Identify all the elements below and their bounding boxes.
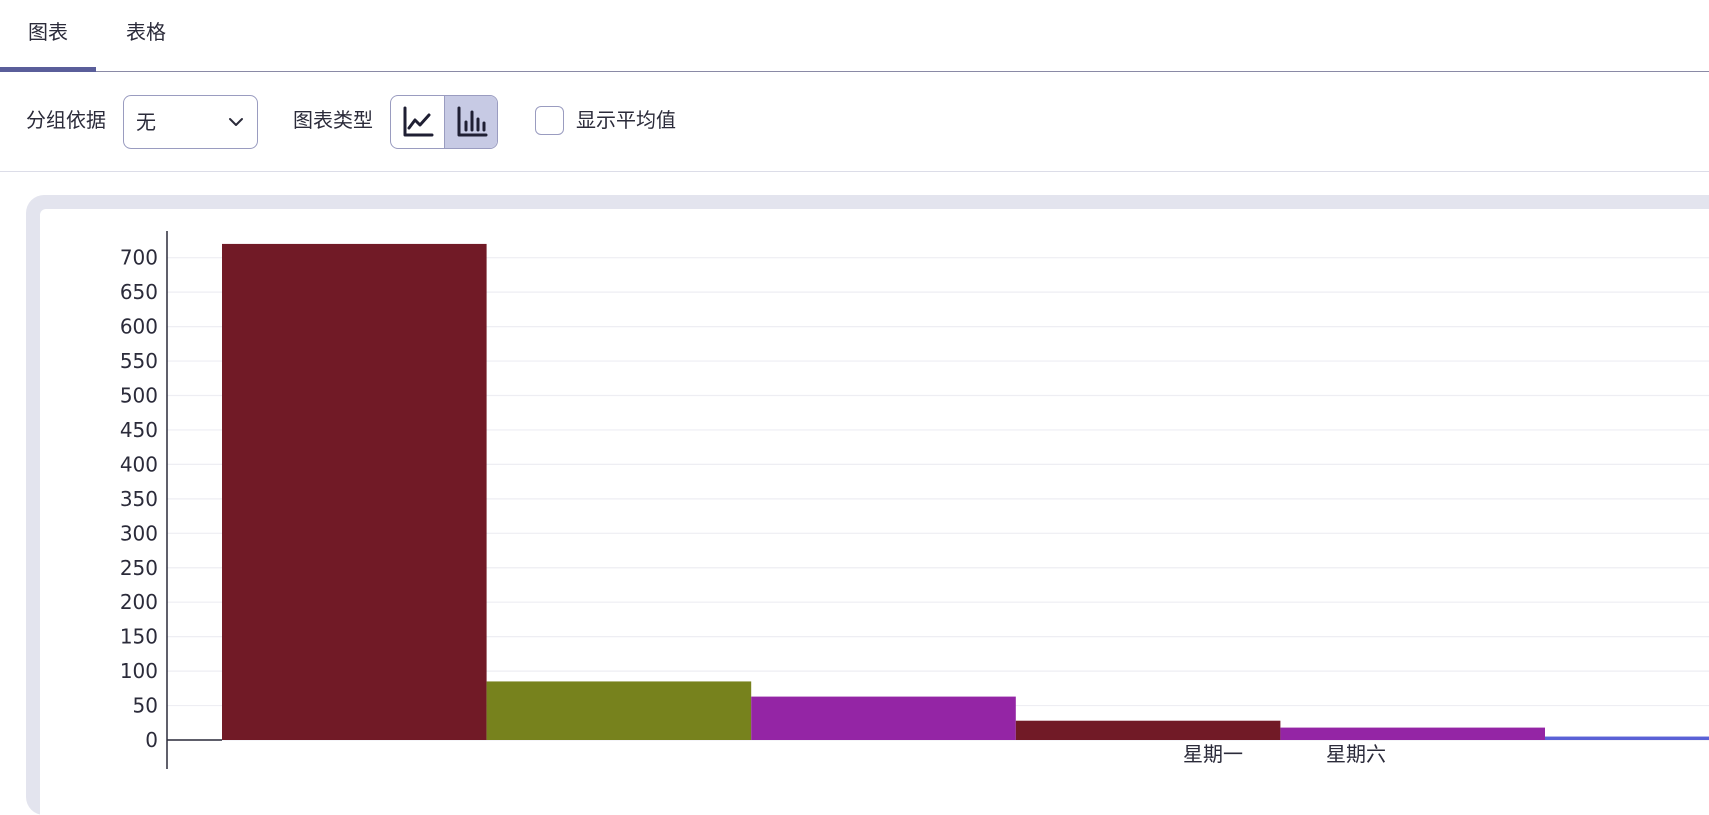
y-tick-label: 150 [120, 625, 158, 649]
tab-chart[interactable]: 图表 [0, 0, 96, 72]
y-tick-label: 400 [120, 452, 158, 476]
y-tick-label: 200 [120, 590, 158, 614]
group-by-select[interactable]: 无 [123, 95, 258, 149]
bar-chart-button[interactable] [444, 96, 497, 148]
y-tick-label: 100 [120, 659, 158, 683]
x-tick-label: 星期一 [1183, 742, 1243, 766]
y-tick-label: 350 [120, 487, 158, 511]
y-tick-label: 550 [120, 349, 158, 373]
show-average-checkbox[interactable] [535, 106, 564, 135]
chart-type-label: 图表类型 [293, 108, 373, 132]
tab-table[interactable]: 表格 [126, 20, 166, 44]
tab-bar: 图表 表格 [0, 0, 1709, 72]
bar [1015, 720, 1281, 740]
bar-chart-icon [457, 106, 488, 137]
chart-type-toggle [390, 95, 498, 149]
y-tick-label: 500 [120, 384, 158, 408]
y-tick-label: 0 [145, 728, 158, 752]
bar [222, 243, 487, 741]
y-tick-label: 50 [133, 694, 158, 718]
bar [751, 696, 1016, 740]
bar-chart: 0 50 100 150 200 250 300 350 400 450 500 550 600 650 7… [120, 231, 1709, 769]
chevron-down-icon [229, 118, 243, 126]
show-average-label: 显示平均值 [576, 108, 676, 132]
y-tick-label: 600 [120, 315, 158, 339]
bar [1545, 736, 1709, 740]
y-tick-label: 250 [120, 556, 158, 580]
group-by-label: 分组依据 [26, 108, 106, 132]
bar [1280, 727, 1545, 740]
y-tick-label: 300 [120, 521, 158, 545]
group-by-value: 无 [136, 110, 156, 134]
bar [486, 681, 752, 740]
chart-panel: 0 50 100 150 200 250 300 350 400 450 500 550 600 650 7… [26, 195, 1709, 815]
line-chart-icon [403, 106, 434, 137]
x-tick-label: 星期六 [1326, 742, 1386, 766]
y-tick-label: 450 [120, 418, 158, 442]
line-chart-button[interactable] [391, 96, 444, 148]
chart-toolbar: 分组依据 无 图表类型 显示平均值 [0, 72, 1709, 172]
chart-area: 0 50 100 150 200 250 300 350 400 450 500 550 600 650 7… [40, 209, 1709, 815]
y-tick-label: 700 [120, 246, 158, 270]
y-tick-label: 650 [120, 280, 158, 304]
